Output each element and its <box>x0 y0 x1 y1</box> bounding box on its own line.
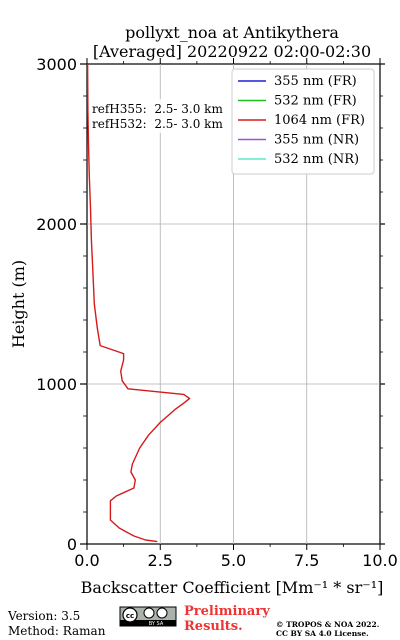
cc-by-sa-text: BY SA <box>149 621 164 627</box>
y-tick-label: 0 <box>67 535 77 554</box>
method-text: Method: Raman <box>8 624 106 638</box>
x-tick-label: 0.0 <box>74 551 99 570</box>
series-line-3 <box>86 63 191 543</box>
y-tick-label: 3000 <box>36 55 77 74</box>
x-tick-label: 10.0 <box>362 551 398 570</box>
cc-license-badge: cc BY SA <box>119 606 177 627</box>
chart-subtitle: [Averaged] 20220922 02:00-02:30 <box>93 42 371 61</box>
x-tick-label: 2.5 <box>148 551 173 570</box>
chart-title: pollyxt_noa at Antikythera <box>125 23 339 42</box>
cc-icon <box>122 607 138 623</box>
legend-label-3: 1064 nm (FR) <box>274 113 365 128</box>
axis-ticks: 0.0 2.5 5.0 7.5 10.0 0 1000 2000 3000 <box>36 55 398 570</box>
by-icon <box>143 607 155 619</box>
legend-label-4: 355 nm (NR) <box>274 133 359 148</box>
copyright-line1: © TROPOS & NOA 2022. <box>276 620 379 629</box>
version-text: Version: 3.5 <box>7 609 80 623</box>
sa-icon <box>156 607 168 619</box>
preliminary-line2: Results. <box>184 619 243 634</box>
legend-box <box>231 68 375 175</box>
y-axis-label: Height (m) <box>9 260 28 348</box>
x-tick-label: 5.0 <box>221 551 246 570</box>
annotation-refh355: refH355: 2.5- 3.0 km <box>92 102 223 116</box>
y-tick-label: 1000 <box>36 375 77 394</box>
copyright-line2: CC BY SA 4.0 License. <box>276 629 369 638</box>
annotation-box <box>90 99 230 133</box>
y-tick-label: 2000 <box>36 215 77 234</box>
legend-label-2: 532 nm (FR) <box>274 94 357 109</box>
legend: 355 nm (FR) 532 nm (FR) 1064 nm (FR) 355 nm… <box>231 68 375 175</box>
annotation-refh532: refH532: 2.5- 3.0 km <box>92 117 223 131</box>
cc-icon-text: cc <box>126 612 134 620</box>
legend-label-5: 532 nm (NR) <box>274 152 359 167</box>
preliminary-line1: Preliminary <box>184 604 270 619</box>
x-tick-label: 7.5 <box>294 551 319 570</box>
legend-label-1: 355 nm (FR) <box>274 74 357 89</box>
series-layer <box>86 63 191 543</box>
x-axis-label: Backscatter Coefficient [Mm⁻¹ * sr⁻¹] <box>81 578 384 597</box>
